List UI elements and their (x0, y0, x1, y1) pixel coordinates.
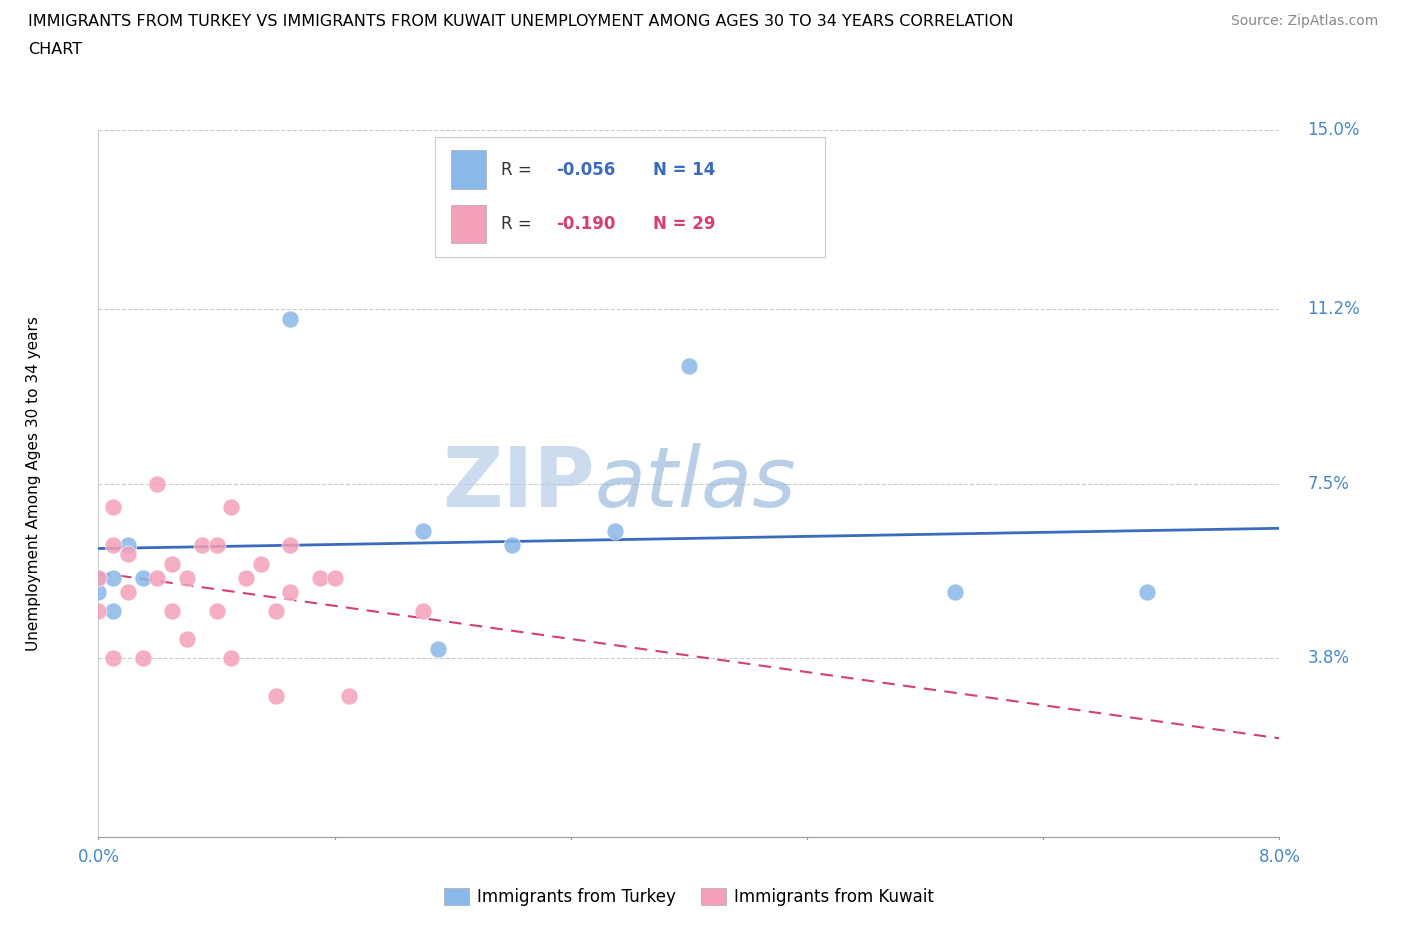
Text: IMMIGRANTS FROM TURKEY VS IMMIGRANTS FROM KUWAIT UNEMPLOYMENT AMONG AGES 30 TO 3: IMMIGRANTS FROM TURKEY VS IMMIGRANTS FRO… (28, 14, 1014, 29)
Point (146, 476, 169, 491)
Point (501, 538, 523, 552)
Point (337, 688, 360, 703)
Point (103, 650, 124, 665)
Point (132, 570, 155, 585)
Point (205, 604, 228, 618)
Text: ZIP: ZIP (441, 443, 595, 525)
Text: 11.2%: 11.2% (1308, 300, 1361, 318)
Point (219, 650, 242, 665)
Point (162, 604, 183, 618)
Point (103, 604, 124, 618)
Point (323, 570, 346, 585)
Point (605, 524, 627, 538)
Point (219, 499, 242, 514)
Point (117, 585, 139, 600)
Text: Source: ZipAtlas.com: Source: ZipAtlas.com (1230, 14, 1378, 28)
Text: 0.0%: 0.0% (77, 848, 120, 866)
Point (278, 312, 301, 326)
Text: atlas: atlas (595, 443, 796, 525)
Point (117, 547, 139, 562)
Point (87, 585, 110, 600)
Point (162, 556, 183, 571)
Text: 7.5%: 7.5% (1308, 474, 1350, 493)
Point (235, 570, 257, 585)
Point (250, 556, 273, 571)
Text: 3.8%: 3.8% (1308, 649, 1350, 667)
Point (278, 585, 301, 600)
Point (412, 524, 434, 538)
Point (132, 650, 155, 665)
Point (87, 604, 110, 618)
Point (176, 570, 198, 585)
Text: CHART: CHART (28, 42, 82, 57)
Point (1135, 585, 1157, 600)
Point (308, 570, 332, 585)
Point (426, 641, 449, 656)
Point (278, 538, 301, 552)
Text: 15.0%: 15.0% (1308, 121, 1360, 140)
Point (103, 570, 124, 585)
Point (176, 631, 198, 646)
Text: Unemployment Among Ages 30 to 34 years: Unemployment Among Ages 30 to 34 years (25, 316, 41, 651)
Point (943, 585, 966, 600)
Point (103, 538, 124, 552)
Point (678, 358, 700, 373)
Text: 8.0%: 8.0% (1258, 848, 1301, 866)
Point (412, 604, 434, 618)
Point (103, 499, 124, 514)
Point (87, 570, 110, 585)
Legend: Immigrants from Turkey, Immigrants from Kuwait: Immigrants from Turkey, Immigrants from … (437, 881, 941, 912)
Point (117, 538, 139, 552)
Point (205, 538, 228, 552)
Point (87, 570, 110, 585)
Point (264, 688, 287, 703)
Point (264, 604, 287, 618)
Point (146, 570, 169, 585)
Point (191, 538, 214, 552)
